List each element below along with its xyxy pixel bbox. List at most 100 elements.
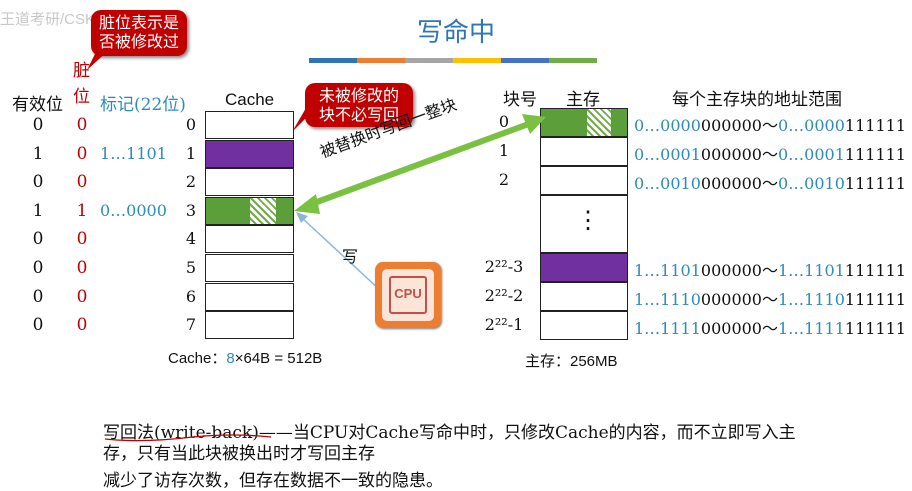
- header-dirty: 脏位: [73, 58, 91, 110]
- memory-block-index: 2²²-2: [484, 286, 524, 305]
- callout-pointer: [87, 50, 109, 70]
- cache-caption-rest: ×64B = 512B: [234, 350, 323, 367]
- cache-caption-prefix: Cache：: [168, 350, 227, 367]
- address-part: 1…1101: [778, 261, 845, 280]
- modified-portion: [587, 109, 611, 136]
- cache-line: [205, 111, 294, 139]
- memory-block: [540, 282, 628, 311]
- cache-valid-bit: 0: [32, 115, 44, 135]
- cache-dirty-bit: 0: [76, 115, 88, 135]
- cache-dirty-bit: 0: [76, 315, 88, 336]
- cache-valid-bit: 0: [32, 258, 44, 278]
- header-memory: 主存: [566, 90, 600, 110]
- cache-line: [205, 139, 294, 168]
- cache-index: 4: [185, 229, 196, 249]
- page-title: 写命中: [416, 18, 495, 48]
- memory-block-index: 0: [498, 112, 510, 131]
- cache-dirty-bit: 0: [76, 172, 88, 193]
- address-part: 111111: [844, 145, 906, 164]
- cache-tag: 1…1101: [100, 143, 167, 163]
- memory-ellipsis-region: [540, 195, 628, 253]
- address-part: 0…0001: [778, 145, 845, 164]
- header-cache: Cache: [225, 90, 275, 109]
- address-part: 0…0000: [634, 116, 701, 135]
- handwritten-underline: [104, 434, 272, 442]
- cache-index: 5: [185, 258, 196, 277]
- accent-bar: [501, 58, 549, 63]
- memory-address-range: 0…0010000000～0…0010111111: [634, 170, 906, 194]
- accent-bar: [549, 58, 597, 63]
- cache-line: [205, 168, 294, 197]
- cache-line: [205, 225, 294, 254]
- cache-dirty-bit: 0: [76, 143, 88, 164]
- text-line-1: 写回法(write-back)——当CPU对Cache写命中时，只修改Cache…: [103, 423, 796, 443]
- header-tag: 标记(22位): [100, 95, 186, 115]
- cache-index: 2: [185, 172, 196, 192]
- address-part: 000000: [700, 261, 762, 280]
- cache-line: [205, 254, 294, 282]
- header-block-no: 块号: [503, 90, 537, 110]
- cache-valid-bit: 0: [32, 229, 44, 250]
- range-separator: ～: [761, 116, 778, 135]
- cache-dirty-bit: 0: [76, 229, 88, 250]
- memory-block-index: 1: [498, 141, 510, 160]
- cpu-label: CPU: [394, 286, 422, 301]
- cache-line: [205, 196, 294, 225]
- accent-bar: [453, 58, 501, 63]
- memory-block: [540, 253, 628, 282]
- address-part: 1…1101: [634, 261, 701, 280]
- address-part: 0…0000: [778, 116, 845, 135]
- range-separator: ～: [761, 261, 778, 280]
- range-separator: ～: [761, 319, 778, 338]
- cache-index: 0: [185, 115, 196, 134]
- cache-valid-bit: 1: [32, 200, 44, 221]
- cache-caption-count: 8: [226, 350, 235, 367]
- cache-index: 3: [185, 200, 196, 220]
- cache-line: [205, 282, 294, 311]
- address-part: 1…1111: [634, 319, 701, 338]
- accent-bar: [309, 58, 357, 63]
- cache-index: 7: [185, 315, 196, 335]
- memory-block: [540, 137, 628, 166]
- address-part: 111111: [844, 290, 906, 309]
- address-part: 1…1110: [778, 290, 845, 309]
- address-part: 111111: [844, 116, 906, 135]
- modified-portion: [250, 197, 276, 224]
- write-label: 写: [342, 247, 359, 266]
- cache-valid-bit: 0: [32, 172, 44, 193]
- cache-dirty-bit: 0: [76, 258, 88, 278]
- cache-valid-bit: 0: [32, 315, 44, 336]
- memory-address-range: 0…0001000000～0…0001111111: [634, 141, 906, 165]
- cache-tag: 0…0000: [100, 200, 167, 220]
- cache-caption: Cache：8×64B = 512B: [168, 347, 322, 368]
- text-line-3: 减少了访存次数，但存在数据不一致的隐患。: [103, 471, 443, 491]
- write-arrow: [296, 212, 381, 291]
- cache-index: 6: [185, 286, 196, 306]
- address-part: 111111: [844, 261, 906, 280]
- cache-valid-bit: 1: [32, 143, 44, 164]
- address-part: 1…1110: [634, 290, 701, 309]
- address-part: 0…0010: [634, 174, 701, 193]
- address-part: 000000: [700, 116, 762, 135]
- header-valid: 有效位: [12, 95, 63, 115]
- writeback-arrow: [294, 114, 546, 214]
- cache-line: [205, 311, 294, 340]
- range-separator: ～: [761, 290, 778, 309]
- no-write-text: 未被修改的块不必写回: [318, 86, 399, 124]
- range-separator: ～: [761, 145, 778, 164]
- address-part: 000000: [700, 174, 762, 193]
- cache-index: 1: [185, 143, 196, 163]
- address-part: 111111: [844, 174, 906, 193]
- cache-dirty-bit: 1: [76, 200, 88, 221]
- address-part: 111111: [844, 319, 906, 338]
- cache-valid-bit: 0: [32, 286, 44, 307]
- memory-block: [540, 311, 628, 340]
- memory-address-range: 1…1110000000～1…1110111111: [634, 286, 906, 310]
- address-part: 1…1111: [778, 319, 845, 338]
- memory-block: [540, 166, 628, 195]
- address-part: 0…0001: [634, 145, 701, 164]
- memory-block-index: 2²²-3: [484, 257, 524, 276]
- memory-address-range: 0…0000000000～0…0000111111: [634, 112, 906, 136]
- address-part: 000000: [700, 145, 762, 164]
- memory-block: [540, 108, 628, 137]
